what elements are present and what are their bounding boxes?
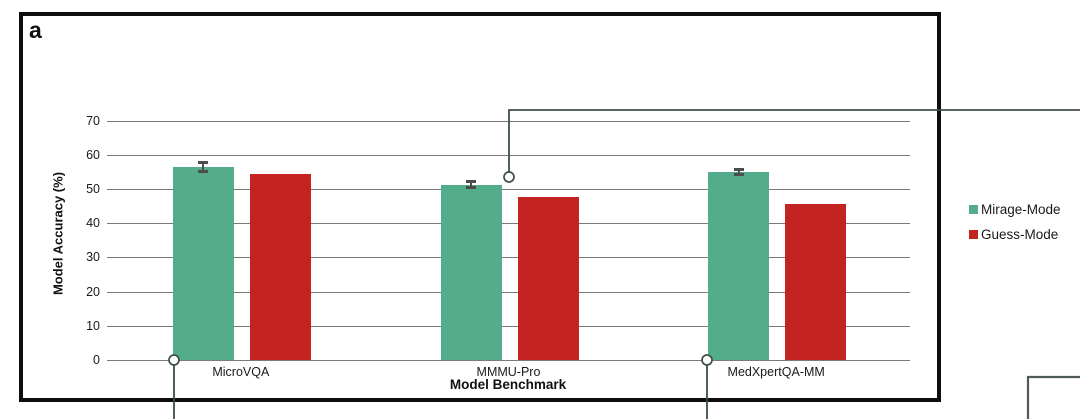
y-tick-label: 50	[86, 181, 100, 196]
gridline	[107, 223, 910, 225]
y-tick-label: 70	[86, 113, 100, 128]
adjacent-panel-corner	[1026, 375, 1080, 419]
panel-border	[19, 12, 941, 402]
y-tick-label: 0	[93, 353, 100, 367]
y-tick-label: 10	[86, 318, 100, 333]
panel-label: a	[29, 17, 42, 43]
legend-item: Guess-Mode	[969, 226, 1061, 242]
gridline	[107, 188, 910, 190]
bar-guess-mode-medxpertqa-mm	[785, 204, 847, 360]
error-bar	[202, 160, 205, 174]
bar-mirage-mode-microvqa	[172, 167, 234, 360]
bar-guess-mode-microvqa	[249, 174, 311, 360]
error-bar-cap	[466, 186, 476, 190]
gridline	[107, 257, 910, 259]
error-bar-cap	[733, 168, 744, 172]
y-tick-label: 40	[86, 216, 100, 231]
gridline	[107, 360, 910, 361]
x-tick-label: MMMU-Pro	[476, 365, 541, 379]
x-tick-label: MedXpertQA-MM	[727, 365, 825, 379]
legend-swatch-mirage-mode	[969, 204, 978, 214]
error-bar-cap	[733, 172, 744, 176]
gridline	[107, 291, 910, 293]
gridline	[107, 325, 910, 327]
error-bar-cap	[198, 170, 209, 174]
gridline	[107, 154, 910, 156]
y-tick-label: 30	[86, 250, 100, 265]
legend-label: Mirage-Mode	[981, 201, 1061, 217]
y-tick-label: 60	[86, 147, 100, 162]
chart-legend: Mirage-Mode Guess-Mode	[969, 202, 1061, 252]
y-tick-label: 20	[86, 284, 100, 299]
gridline	[107, 120, 910, 122]
legend-label: Guess-Mode	[981, 226, 1059, 242]
x-axis-label: Model Benchmark	[449, 377, 567, 392]
legend-swatch-guess-mode	[969, 229, 978, 239]
x-tick-label: MicroVQA	[212, 365, 270, 379]
legend-item: Mirage-Mode	[969, 201, 1061, 217]
error-bar	[470, 180, 472, 190]
error-bar-cap	[466, 180, 476, 184]
error-bar-cap	[198, 160, 209, 164]
bar-guess-mode-mmmu-pro	[517, 197, 579, 360]
bar-mirage-mode-mmmu-pro	[440, 184, 502, 360]
bar-mirage-mode-medxpertqa-mm	[708, 172, 770, 360]
